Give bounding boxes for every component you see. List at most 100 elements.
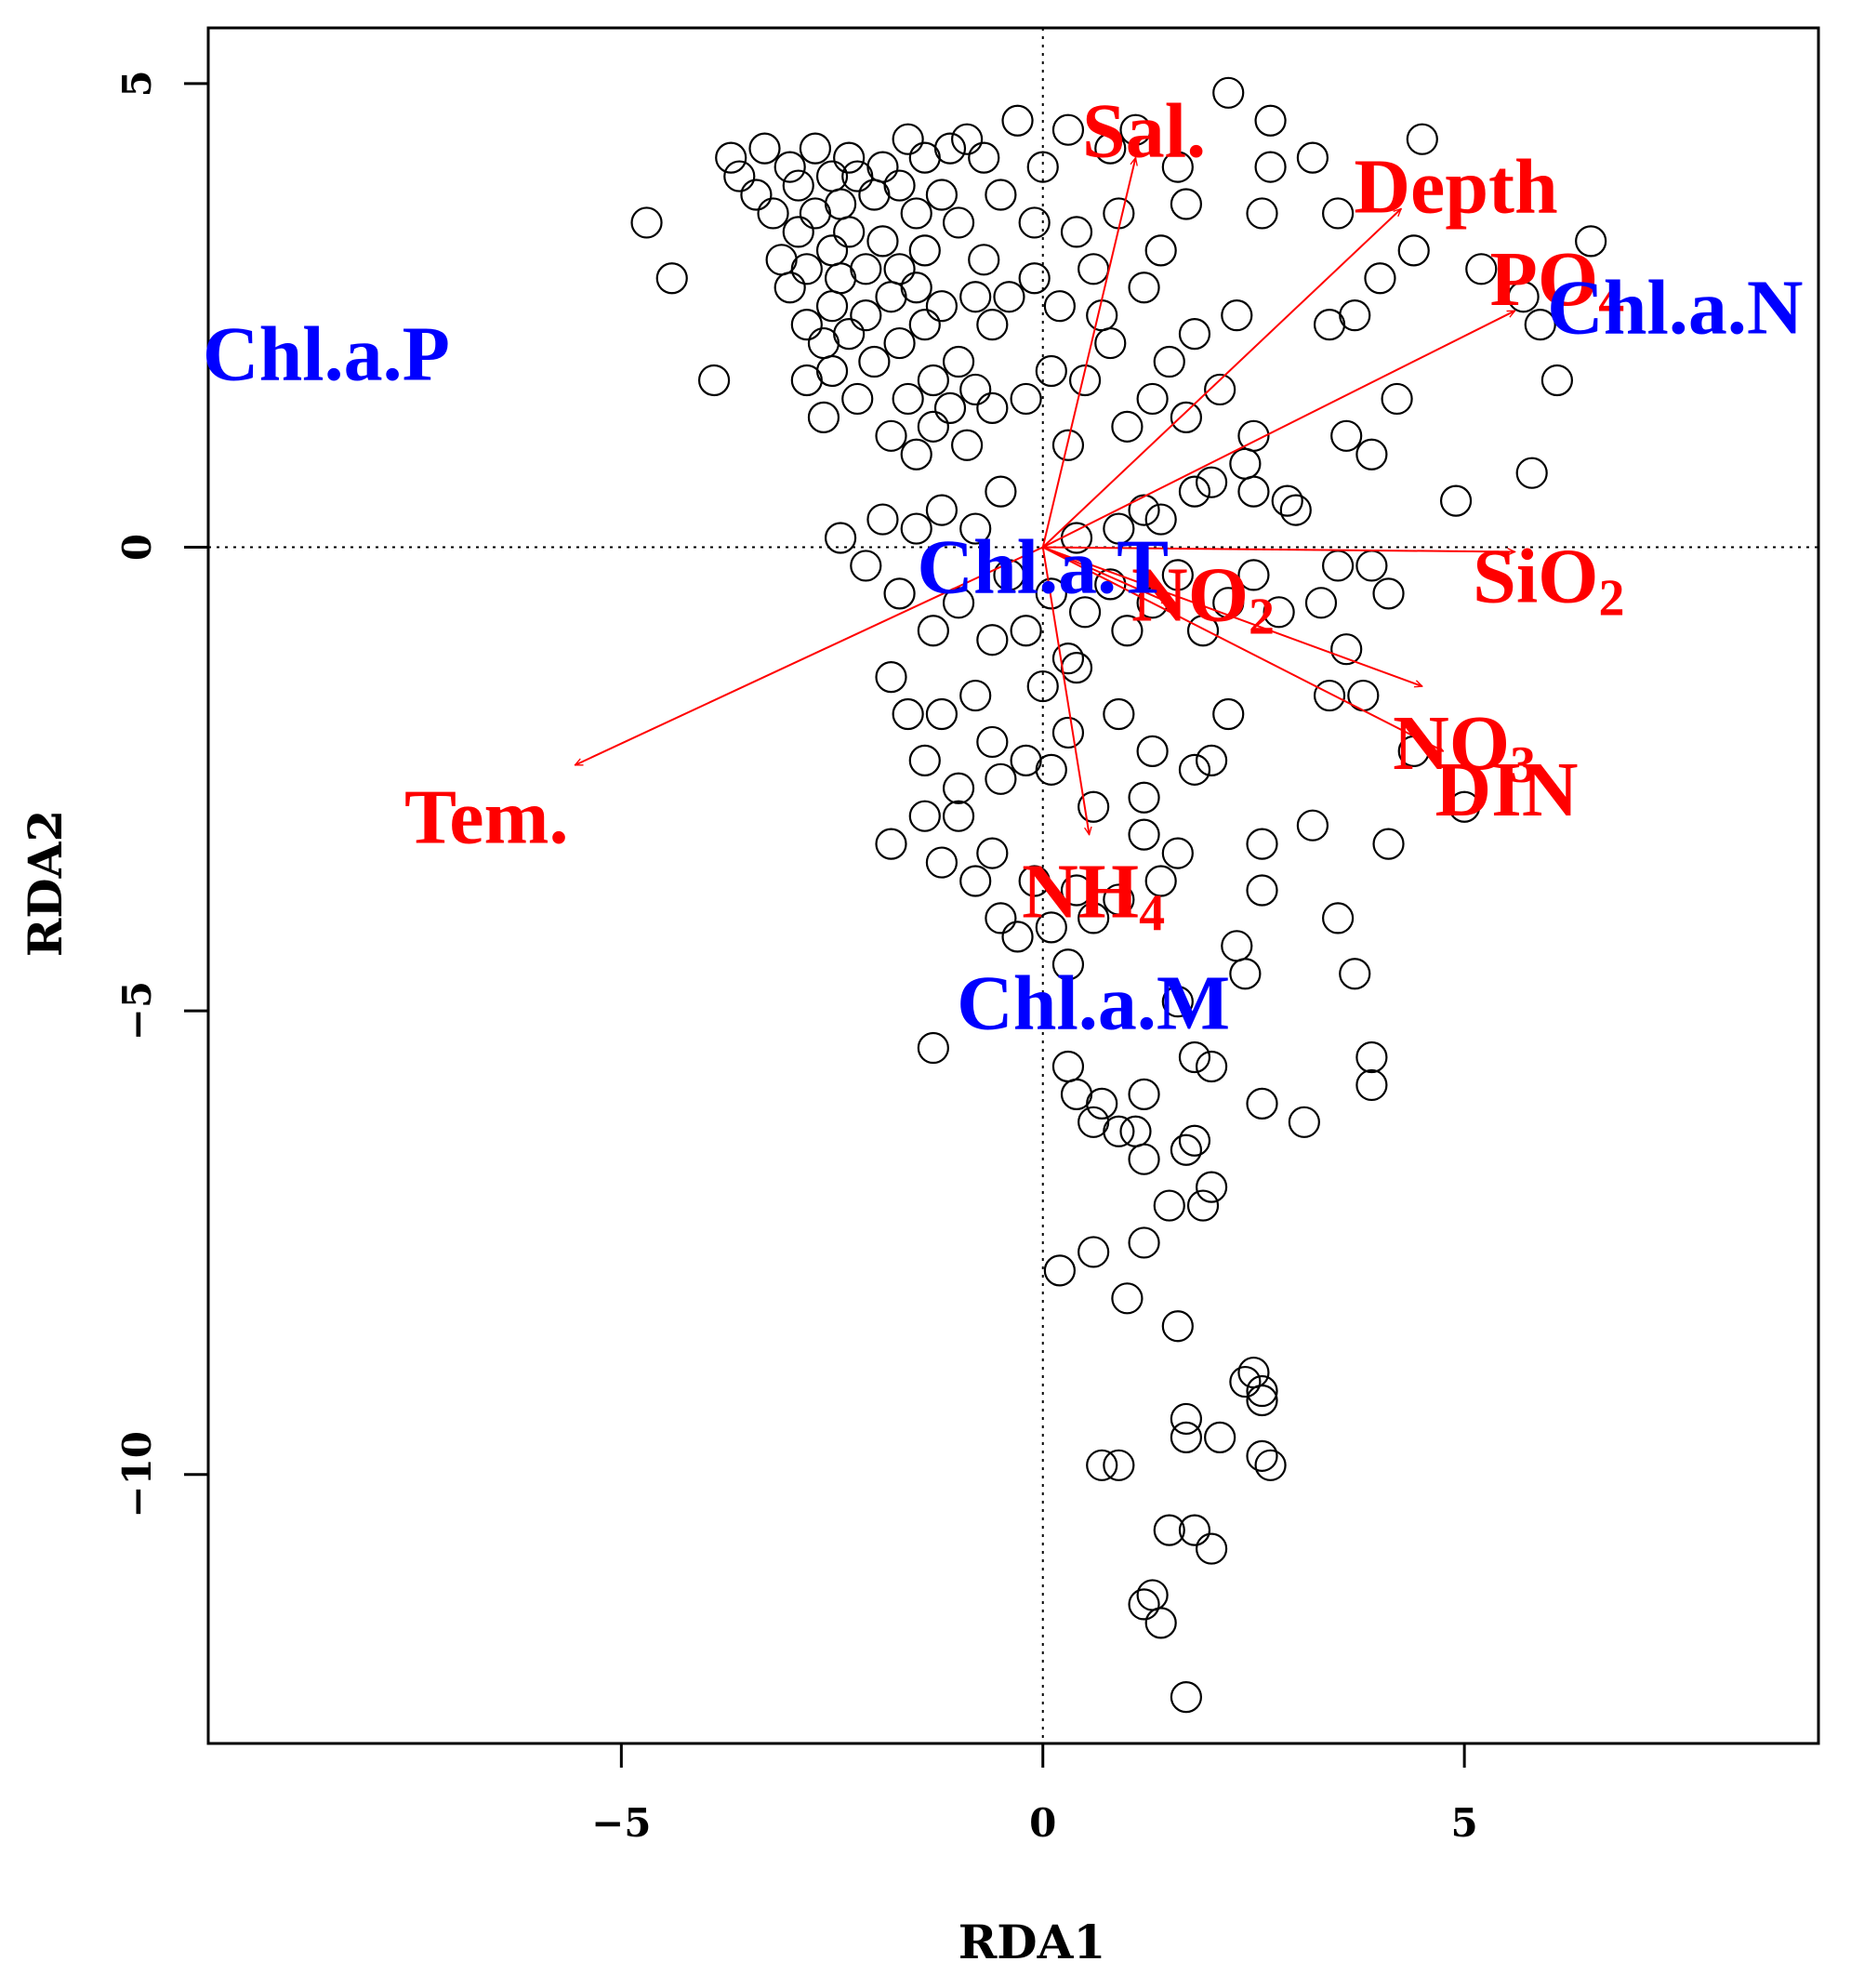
site-point bbox=[1094, 132, 1127, 165]
site-point bbox=[1026, 151, 1059, 183]
site-point bbox=[1161, 837, 1194, 869]
site-point bbox=[933, 132, 967, 165]
site-point bbox=[1229, 958, 1262, 990]
site-point bbox=[1043, 1254, 1076, 1287]
site-point bbox=[1026, 669, 1059, 703]
site-point bbox=[1237, 559, 1270, 591]
vector-sal-arrow bbox=[1041, 158, 1136, 548]
vector-po4-label: PO4 bbox=[1490, 237, 1625, 331]
site-point bbox=[815, 290, 849, 323]
site-point bbox=[1229, 447, 1262, 480]
site-point bbox=[1043, 290, 1076, 323]
site-point bbox=[1103, 1115, 1135, 1147]
site-point bbox=[1170, 1402, 1202, 1436]
site-point bbox=[1144, 865, 1177, 897]
site-point bbox=[1246, 197, 1278, 230]
site-point bbox=[959, 281, 992, 313]
site-point bbox=[875, 419, 907, 452]
site-point bbox=[1237, 1356, 1270, 1389]
site-point bbox=[1364, 262, 1396, 295]
site-point bbox=[1136, 382, 1169, 416]
site-point bbox=[993, 559, 1025, 591]
site-point bbox=[976, 391, 1009, 424]
site-point bbox=[908, 309, 941, 341]
site-point bbox=[850, 253, 882, 285]
site-point bbox=[892, 697, 924, 731]
site-point bbox=[1161, 151, 1194, 183]
site-point bbox=[883, 253, 916, 285]
site-point bbox=[1186, 1189, 1220, 1222]
site-point bbox=[833, 216, 866, 248]
vector-no2-label-sub: 2 bbox=[1249, 588, 1275, 645]
site-point bbox=[1136, 735, 1169, 767]
site-point bbox=[908, 800, 941, 832]
site-point bbox=[951, 123, 984, 155]
site-point bbox=[1153, 1514, 1185, 1546]
site-point bbox=[1068, 364, 1102, 397]
site-point bbox=[1128, 781, 1160, 814]
site-point bbox=[976, 837, 1009, 869]
site-point bbox=[850, 550, 882, 582]
site-point bbox=[1018, 206, 1051, 239]
site-point bbox=[1018, 262, 1051, 295]
vector-no3-arrow bbox=[1042, 546, 1422, 686]
site-point bbox=[1001, 921, 1034, 953]
site-point bbox=[1221, 299, 1253, 332]
vector-no2-label-base: NO bbox=[1131, 552, 1249, 639]
site-point bbox=[951, 429, 984, 461]
site-point bbox=[1128, 272, 1160, 304]
site-point bbox=[900, 272, 932, 304]
site-point bbox=[1103, 512, 1135, 545]
y-tick-label: −10 bbox=[114, 1431, 160, 1518]
vector-no3-label-sub: 3 bbox=[1510, 736, 1536, 794]
site-point bbox=[833, 141, 866, 174]
site-point bbox=[1136, 1579, 1169, 1611]
vector-tem-arrow bbox=[575, 546, 1044, 766]
site-point bbox=[1212, 587, 1245, 619]
site-point bbox=[866, 503, 899, 536]
site-point bbox=[1237, 419, 1270, 452]
site-point bbox=[1524, 309, 1556, 341]
site-point bbox=[942, 206, 975, 239]
site-point bbox=[968, 244, 1000, 276]
site-point bbox=[875, 828, 907, 860]
vector-sio2-label-base: SiO bbox=[1473, 534, 1598, 620]
site-point bbox=[1355, 438, 1388, 470]
site-point bbox=[933, 391, 967, 424]
site-point bbox=[1078, 902, 1110, 934]
site-point bbox=[1540, 364, 1573, 397]
site-point bbox=[825, 188, 857, 220]
site-point bbox=[1246, 828, 1278, 860]
vector-sal-label: Sal. bbox=[1082, 88, 1206, 175]
site-point bbox=[773, 151, 806, 183]
vector-po4-arrow bbox=[1042, 310, 1515, 549]
site-point bbox=[740, 179, 773, 211]
site-point bbox=[925, 846, 959, 879]
site-point bbox=[892, 123, 924, 155]
site-point bbox=[1103, 697, 1135, 731]
site-point bbox=[985, 902, 1017, 934]
site-point bbox=[1212, 76, 1245, 109]
site-point bbox=[942, 345, 975, 378]
vector-din-label: DIN bbox=[1435, 747, 1578, 833]
site-point bbox=[697, 364, 731, 397]
site-point bbox=[866, 151, 899, 183]
site-point bbox=[757, 197, 789, 230]
site-point bbox=[1078, 790, 1110, 823]
site-point bbox=[1119, 1115, 1152, 1147]
site-point bbox=[883, 577, 916, 610]
site-point bbox=[985, 179, 1017, 211]
response-chl-a-t-label: Chl.a.T bbox=[917, 524, 1169, 611]
site-point bbox=[1170, 188, 1202, 220]
site-point bbox=[908, 234, 941, 267]
vector-po4-label-sub: 4 bbox=[1598, 272, 1624, 330]
vector-nh4-label: NH4 bbox=[1022, 849, 1165, 943]
y-tick-label: 0 bbox=[114, 534, 160, 561]
site-point bbox=[858, 345, 891, 378]
site-point bbox=[815, 354, 849, 388]
vector-din-arrow bbox=[1042, 546, 1444, 752]
y-axis: −10 −5 0 5 bbox=[114, 70, 208, 1518]
vector-sio2-label-sub: 2 bbox=[1599, 569, 1625, 627]
site-point bbox=[1010, 615, 1042, 647]
